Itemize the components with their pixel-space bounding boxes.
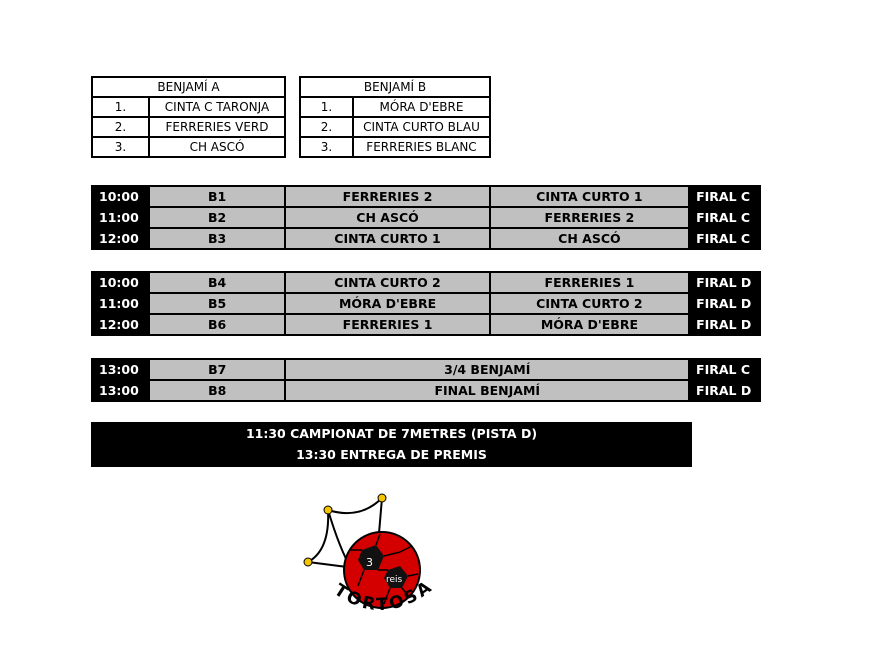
match-row: 11:00 B2 CH ASCÓ FERRERIES 2 FIRAL C <box>91 206 761 229</box>
match-code: B7 <box>147 358 287 381</box>
position: 2. <box>299 116 354 138</box>
match-code: B4 <box>147 271 287 294</box>
match-court: FIRAL C <box>688 185 761 208</box>
schedule-block: 10:00 B4 CINTA CURTO 2 FERRERIES 1 FIRAL D 11… <box>91 271 761 336</box>
match-time: 11:00 <box>91 292 150 315</box>
match-court: FIRAL D <box>688 271 761 294</box>
note-line: 13:30 ENTREGA DE PREMIS <box>296 447 487 462</box>
away-team: CINTA CURTO 2 <box>488 292 691 315</box>
group-a-table: BENJAMÍ A 1. CINTA C TARONJA 2. FERRERIES … <box>91 76 286 158</box>
match-row: 10:00 B1 FERRERIES 2 CINTA CURTO 1 FIRAL C <box>91 185 761 208</box>
match-court: FIRAL D <box>688 292 761 315</box>
match-code: B6 <box>147 313 287 336</box>
home-team: CINTA CURTO 2 <box>284 271 491 294</box>
match-code: B1 <box>147 185 287 208</box>
schedule-block: 10:00 B1 FERRERIES 2 CINTA CURTO 1 FIRAL C 11… <box>91 185 761 250</box>
match-court: FIRAL D <box>688 313 761 336</box>
match-time: 12:00 <box>91 227 150 250</box>
away-team: MÓRA D'EBRE <box>488 313 691 336</box>
match-name: 3/4 BENJAMÍ <box>284 358 691 381</box>
match-time: 13:00 <box>91 379 150 402</box>
logo-text-reis: reis <box>386 575 403 585</box>
match-time: 10:00 <box>91 271 150 294</box>
match-code: B5 <box>147 292 287 315</box>
match-time: 13:00 <box>91 358 150 381</box>
match-time: 11:00 <box>91 206 150 229</box>
position: 1. <box>91 96 150 118</box>
home-team: MÓRA D'EBRE <box>284 292 491 315</box>
position: 3. <box>299 136 354 158</box>
match-code: B3 <box>147 227 287 250</box>
match-time: 12:00 <box>91 313 150 336</box>
match-court: FIRAL C <box>688 227 761 250</box>
home-team: FERRERIES 2 <box>284 185 491 208</box>
match-row: 11:00 B5 MÓRA D'EBRE CINTA CURTO 2 FIRAL D <box>91 292 761 315</box>
away-team: CH ASCÓ <box>488 227 691 250</box>
match-row: 12:00 B3 CINTA CURTO 1 CH ASCÓ FIRAL C <box>91 227 761 250</box>
group-title: BENJAMÍ B <box>299 76 491 98</box>
logo-text-3: 3 <box>366 556 373 569</box>
away-team: FERRERIES 2 <box>488 206 691 229</box>
team: FERRERIES BLANC <box>352 136 491 158</box>
away-team: CINTA CURTO 1 <box>488 185 691 208</box>
team: CH ASCÓ <box>148 136 286 158</box>
team: CINTA C TARONJA <box>148 96 286 118</box>
position: 1. <box>299 96 354 118</box>
team: MÓRA D'EBRE <box>352 96 491 118</box>
match-code: B8 <box>147 379 287 402</box>
match-time: 10:00 <box>91 185 150 208</box>
match-row: 10:00 B4 CINTA CURTO 2 FERRERIES 1 FIRAL D <box>91 271 761 294</box>
schedule-block: 13:00 B7 3/4 BENJAMÍ FIRAL C 13:00 B8 FINAL BE… <box>91 358 761 402</box>
match-row: 13:00 B7 3/4 BENJAMÍ FIRAL C <box>91 358 761 381</box>
notes-box: 11:30 CAMPIONAT DE 7METRES (PISTA D) 13:… <box>91 422 692 467</box>
match-court: FIRAL D <box>688 379 761 402</box>
home-team: FERRERIES 1 <box>284 313 491 336</box>
group-title: BENJAMÍ A <box>91 76 286 98</box>
group-b-table: BENJAMÍ B 1. MÓRA D'EBRE 2. CINTA CURTO BL… <box>299 76 491 158</box>
club-logo: 3 reis TORTOSA <box>303 493 435 615</box>
match-court: FIRAL C <box>688 206 761 229</box>
match-row: 12:00 B6 FERRERIES 1 MÓRA D'EBRE FIRAL D <box>91 313 761 336</box>
match-court: FIRAL C <box>688 358 761 381</box>
note-line: 11:30 CAMPIONAT DE 7METRES (PISTA D) <box>245 426 538 441</box>
away-team: FERRERIES 1 <box>488 271 691 294</box>
position: 2. <box>91 116 150 138</box>
match-name: FINAL BENJAMÍ <box>284 379 691 402</box>
home-team: CH ASCÓ <box>284 206 491 229</box>
team: FERRERIES VERD <box>148 116 286 138</box>
home-team: CINTA CURTO 1 <box>284 227 491 250</box>
match-code: B2 <box>147 206 287 229</box>
match-row: 13:00 B8 FINAL BENJAMÍ FIRAL D <box>91 379 761 402</box>
team: CINTA CURTO BLAU <box>352 116 491 138</box>
position: 3. <box>91 136 150 158</box>
